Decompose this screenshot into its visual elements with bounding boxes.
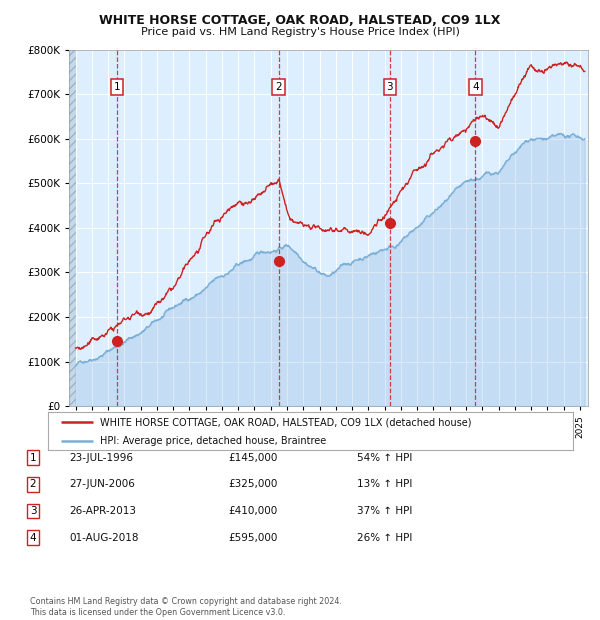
Text: 2: 2	[275, 82, 282, 92]
Text: 1: 1	[29, 453, 37, 463]
Text: £325,000: £325,000	[228, 479, 277, 489]
Text: £595,000: £595,000	[228, 533, 277, 542]
Text: 54% ↑ HPI: 54% ↑ HPI	[357, 453, 412, 463]
Text: 1: 1	[113, 82, 121, 92]
Text: Contains HM Land Registry data © Crown copyright and database right 2024.
This d: Contains HM Land Registry data © Crown c…	[30, 598, 342, 617]
Text: 3: 3	[386, 82, 393, 92]
Text: 3: 3	[29, 506, 37, 516]
Text: 37% ↑ HPI: 37% ↑ HPI	[357, 506, 412, 516]
Text: WHITE HORSE COTTAGE, OAK ROAD, HALSTEAD, CO9 1LX: WHITE HORSE COTTAGE, OAK ROAD, HALSTEAD,…	[100, 14, 500, 27]
Text: 01-AUG-2018: 01-AUG-2018	[69, 533, 139, 542]
Text: HPI: Average price, detached house, Braintree: HPI: Average price, detached house, Brai…	[101, 436, 327, 446]
Text: 4: 4	[472, 82, 479, 92]
Text: 27-JUN-2006: 27-JUN-2006	[69, 479, 135, 489]
Text: 13% ↑ HPI: 13% ↑ HPI	[357, 479, 412, 489]
Text: Price paid vs. HM Land Registry's House Price Index (HPI): Price paid vs. HM Land Registry's House …	[140, 27, 460, 37]
Text: £410,000: £410,000	[228, 506, 277, 516]
Text: 23-JUL-1996: 23-JUL-1996	[69, 453, 133, 463]
Text: WHITE HORSE COTTAGE, OAK ROAD, HALSTEAD, CO9 1LX (detached house): WHITE HORSE COTTAGE, OAK ROAD, HALSTEAD,…	[101, 417, 472, 427]
Text: 26-APR-2013: 26-APR-2013	[69, 506, 136, 516]
Bar	[69, 50, 76, 406]
Text: £145,000: £145,000	[228, 453, 277, 463]
Text: 4: 4	[29, 533, 37, 542]
Text: 26% ↑ HPI: 26% ↑ HPI	[357, 533, 412, 542]
Text: 2: 2	[29, 479, 37, 489]
